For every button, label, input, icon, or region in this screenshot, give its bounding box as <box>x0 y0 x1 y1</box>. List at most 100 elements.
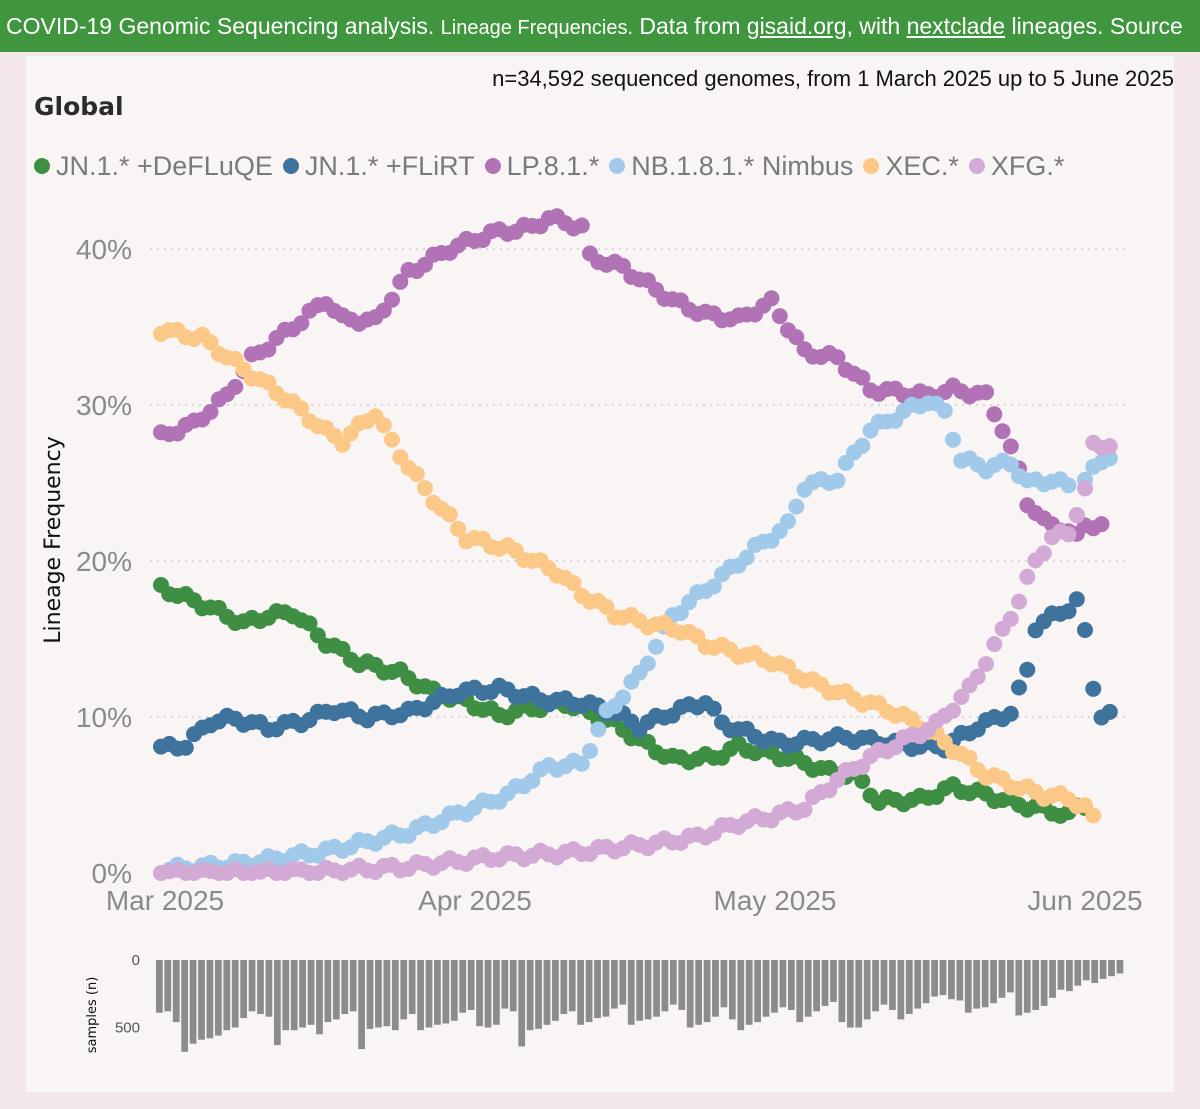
data-point <box>441 506 458 523</box>
data-point <box>582 743 598 759</box>
data-point <box>829 472 846 489</box>
sample-bar <box>383 960 391 1027</box>
data-point <box>854 437 871 454</box>
sample-bar <box>897 960 905 1020</box>
data-point <box>408 466 425 482</box>
sample-bar <box>248 960 256 1012</box>
data-point <box>1035 545 1052 562</box>
sample-bar <box>417 960 424 1031</box>
sample-bar <box>459 960 467 1013</box>
data-point <box>1068 591 1085 608</box>
legend-item-lp81[interactable]: LP.8.1.* <box>484 151 599 182</box>
sample-bar <box>585 960 593 1023</box>
sample-bar <box>543 960 551 1025</box>
sample-bar <box>526 960 534 1031</box>
data-point <box>524 772 541 789</box>
sample-bar <box>948 960 955 1000</box>
sample-bar <box>712 960 719 1017</box>
sample-count-subtitle: n=34,592 sequenced genomes, from 1 March… <box>492 66 1174 91</box>
data-point <box>1019 661 1036 678</box>
y-tick-label: 40% <box>76 234 132 265</box>
series-xfg- <box>153 434 1118 881</box>
banner-text-2: , with <box>846 13 907 39</box>
sample-bar <box>476 960 483 1027</box>
legend-item-xfg[interactable]: XFG.* <box>968 151 1064 182</box>
sample-bar <box>198 960 205 1040</box>
sample-bar <box>568 960 576 1012</box>
sample-bar <box>391 960 399 1031</box>
legend-dot-icon <box>34 158 50 174</box>
sample-bar <box>349 960 357 1012</box>
samples-bars <box>156 960 1124 1052</box>
data-point <box>227 378 244 395</box>
sample-bar <box>611 960 618 1009</box>
sample-bar <box>1057 960 1065 990</box>
sample-bar <box>779 960 787 1008</box>
legend-item-jn1-flirt[interactable]: JN.1.* +FLiRT <box>282 151 475 182</box>
sample-bar <box>493 960 500 1025</box>
data-point <box>573 217 590 234</box>
data-point <box>945 702 961 719</box>
sample-bar <box>998 960 1006 998</box>
sample-bar <box>1023 960 1031 1013</box>
sample-bar <box>332 960 340 1020</box>
region-title: Global <box>34 92 124 121</box>
sample-bar <box>265 960 273 1017</box>
data-point <box>1077 480 1093 497</box>
data-point <box>260 341 277 358</box>
sample-bar <box>552 960 559 1021</box>
legend-item-xec[interactable]: XEC.* <box>863 151 959 182</box>
data-point <box>301 615 318 632</box>
sample-bar <box>771 960 778 1013</box>
x-tick-label: Mar 2025 <box>106 885 224 916</box>
data-point <box>639 655 656 672</box>
sample-bar <box>619 960 627 1005</box>
data-point <box>384 291 400 308</box>
sample-bar <box>1049 960 1056 998</box>
sample-bar <box>787 960 795 1010</box>
legend-label: JN.1.* +DeFLuQE <box>56 150 273 181</box>
sample-bar <box>290 960 298 1031</box>
data-point <box>1002 456 1019 473</box>
data-point <box>945 431 961 448</box>
data-point <box>1060 477 1077 494</box>
data-point <box>417 480 433 497</box>
sample-bar <box>686 960 694 1028</box>
sample-bar <box>535 960 542 1029</box>
sample-bar <box>1099 960 1107 979</box>
legend-label: XEC.* <box>885 150 959 181</box>
gisaid-link[interactable]: gisaid.org <box>746 13 847 39</box>
y-tick-label: 20% <box>76 546 132 577</box>
legend-item-nb181[interactable]: NB.1.8.1.* Nimbus <box>609 151 853 182</box>
sample-bar <box>762 960 770 1017</box>
sample-bar <box>366 960 374 1029</box>
data-point <box>260 374 277 391</box>
legend-item-jn1-defluqe[interactable]: JN.1.* +DeFLuQE <box>34 151 273 182</box>
data-point <box>705 578 722 595</box>
sample-bar <box>442 960 450 1024</box>
sample-bar <box>484 960 492 1028</box>
banner-text: Data from <box>633 13 747 39</box>
sample-bar <box>282 960 290 1031</box>
sample-bar <box>914 960 922 1009</box>
sample-bar <box>273 960 281 1046</box>
data-point <box>978 656 994 672</box>
sample-bar <box>257 960 264 1014</box>
sample-bar <box>956 960 964 1001</box>
legend-dot-icon <box>484 158 501 174</box>
sample-bar <box>206 960 214 1039</box>
y-axis-title: Lineage Frequency <box>41 436 66 643</box>
data-point <box>969 668 986 685</box>
sample-bar <box>181 960 189 1052</box>
series-points <box>153 208 1118 881</box>
sample-bar <box>695 960 703 1025</box>
sample-bar <box>720 960 728 1008</box>
data-point <box>1068 507 1085 524</box>
nextclade-link[interactable]: nextclade <box>906 13 1006 39</box>
banner-text-3: lineages. Source <box>1005 13 1183 39</box>
data-point <box>384 431 400 448</box>
y-axis-ticks: 0% 10% 20% 30% 40% <box>76 234 132 889</box>
sample-bar <box>754 960 761 1023</box>
samples-tick-label: 500 <box>115 1020 140 1037</box>
